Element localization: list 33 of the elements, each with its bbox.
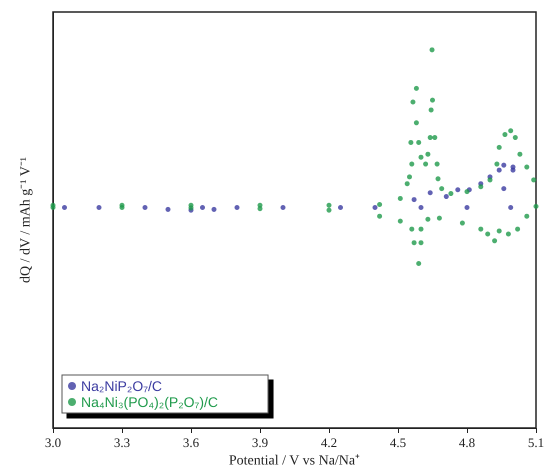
point — [496, 168, 502, 173]
point — [212, 206, 216, 212]
legend-label: Na₂NiP₂O₇/C — [81, 378, 162, 394]
point — [464, 205, 470, 210]
point — [96, 205, 102, 210]
point — [501, 186, 506, 192]
point — [372, 205, 378, 210]
x-tick-label: 5.1 — [528, 435, 544, 450]
x-tick-label: 3.0 — [44, 435, 62, 450]
point — [166, 206, 170, 212]
point — [280, 205, 286, 210]
y-axis-title: dQ / dV / mAh g⁻¹ V⁻¹ — [18, 157, 34, 283]
x-tick-label: 4.5 — [390, 435, 406, 450]
point — [338, 205, 343, 210]
point — [200, 205, 205, 210]
point — [62, 205, 67, 210]
point — [412, 197, 417, 202]
x-tick-label: 3.9 — [252, 435, 268, 450]
point — [234, 205, 240, 210]
x-axis-title: Potential / V vs Na/Na⁺ — [228, 454, 360, 468]
point — [142, 205, 148, 210]
x-tick-label: 3.6 — [182, 435, 200, 450]
point — [508, 205, 514, 210]
legend-label: Na₄Ni₃(PO₄)₂(P₂O₇)/C — [81, 394, 218, 410]
x-tick-label: 3.3 — [114, 435, 130, 450]
point — [418, 205, 424, 210]
x-tick-label: 4.2 — [320, 435, 338, 450]
point — [510, 168, 516, 173]
point — [444, 194, 449, 200]
x-tick-label: 4.8 — [458, 435, 476, 450]
point — [428, 190, 433, 196]
point — [501, 162, 506, 168]
point — [455, 187, 460, 192]
